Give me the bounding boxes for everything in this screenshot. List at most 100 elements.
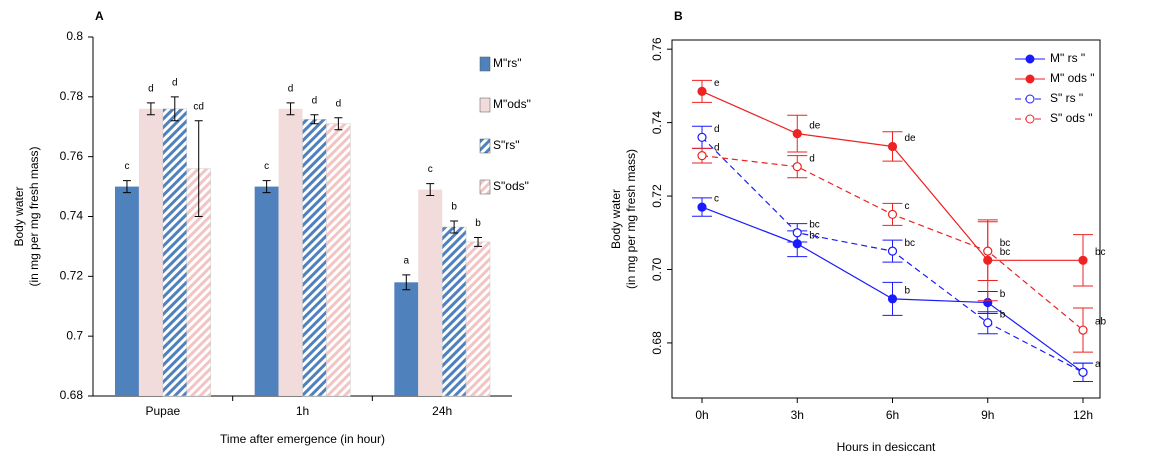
significance-letter: d (336, 98, 342, 109)
significance-letter: c (124, 161, 129, 172)
significance-letter: b (451, 202, 457, 213)
legend-swatch (479, 179, 491, 195)
bar (254, 186, 279, 396)
y-tick-label: 0.72 (650, 184, 664, 208)
legend-marker (1025, 94, 1035, 104)
bar (465, 241, 491, 397)
bar (394, 282, 419, 396)
y-tick-label: 0.68 (650, 331, 664, 355)
plot-frame (671, 39, 1101, 399)
error-bar (122, 180, 131, 194)
x-tick-label: 1h (296, 404, 309, 418)
significance-letter: bc (1095, 247, 1106, 258)
y-tick-label: 0.68 (60, 388, 84, 402)
y-tick-label: 0.74 (60, 209, 84, 223)
y-tick-label: 0.70 (650, 257, 664, 281)
legend-marker (1025, 54, 1035, 64)
legend-label: S"rs" (493, 138, 520, 152)
y-tick-label: 0.78 (60, 89, 84, 103)
significance-letter: bc (1000, 247, 1011, 258)
significance-letter: d (809, 153, 815, 164)
error-bar (426, 183, 435, 197)
bar (441, 226, 467, 397)
panel-title: A (95, 9, 104, 23)
error-bar (262, 180, 271, 194)
legend-swatch (479, 138, 491, 154)
legend-label: S" rs " (1050, 91, 1083, 105)
point (697, 202, 707, 212)
significance-letter: e (714, 78, 720, 89)
y-tick-label: 0.8 (66, 29, 83, 43)
error-bar (194, 120, 203, 217)
bar (162, 108, 187, 397)
x-tick-label: 6h (886, 408, 899, 422)
legend-swatch (479, 97, 491, 113)
bar (326, 123, 351, 397)
legend-marker (1025, 114, 1035, 124)
point (792, 228, 802, 238)
error-bar (310, 114, 319, 125)
x-tick-label: 9h (981, 408, 994, 422)
legend-label: S"ods" (493, 179, 529, 193)
y-tick-label: 0.76 (650, 37, 664, 61)
significance-letter: bc (1000, 238, 1011, 249)
significance-letter: d (148, 83, 154, 94)
error-bar (474, 236, 483, 247)
significance-letter: b (1000, 289, 1006, 300)
significance-letter: de (905, 133, 917, 144)
point (1078, 325, 1088, 335)
significance-letter: ab (1095, 317, 1107, 328)
significance-letter: bc (809, 219, 820, 230)
y-tick-label: 0.72 (60, 269, 84, 283)
significance-letter: c (264, 161, 269, 172)
significance-letter: bc (905, 238, 916, 249)
significance-letter: b (1000, 309, 1006, 320)
legend-label: M" rs " (1050, 51, 1085, 65)
x-tick-label: 3h (791, 408, 804, 422)
error-bar (146, 102, 155, 116)
x-axis-title: Hours in desiccant (837, 440, 936, 454)
point (1078, 367, 1088, 377)
panel-title: B (674, 9, 683, 23)
error-bar (286, 102, 295, 116)
bar (115, 186, 139, 396)
significance-letter: b (475, 218, 481, 229)
significance-letter: c (714, 194, 719, 205)
significance-letter: d (312, 95, 318, 106)
error-bar (402, 274, 411, 291)
point (887, 294, 898, 304)
significance-letter: d (714, 142, 720, 153)
point (887, 209, 898, 220)
y-tick-label: 0.76 (60, 149, 84, 163)
point (983, 318, 993, 328)
point (697, 86, 707, 97)
significance-letter: a (404, 255, 410, 266)
bar (278, 108, 303, 397)
legend-label: M" ods " (1050, 71, 1095, 85)
error-bar (334, 117, 343, 131)
significance-letter: a (1095, 359, 1101, 370)
legend-swatch (479, 56, 491, 72)
significance-letter: cd (193, 101, 204, 112)
x-tick-label: Pupae (145, 404, 180, 418)
legend-marker (1025, 74, 1035, 84)
legend-label: M"ods" (493, 97, 531, 111)
significance-letter: d (714, 124, 720, 135)
x-tick-label: 0h (695, 408, 708, 422)
point (1078, 255, 1088, 265)
significance-letter: c (905, 201, 910, 212)
x-tick-label: 12h (1073, 408, 1093, 422)
bar (138, 108, 163, 397)
error-bar (170, 96, 179, 122)
point (792, 129, 802, 139)
point (697, 132, 707, 142)
y-axis-title: (in mg per mg fresh mass) (27, 146, 41, 286)
bar (418, 189, 443, 396)
y-tick-label: 0.74 (650, 111, 664, 135)
point (887, 141, 898, 152)
significance-letter: c (428, 164, 433, 175)
y-tick-label: 0.7 (66, 328, 83, 342)
point (983, 246, 993, 256)
significance-letter: b (905, 286, 911, 297)
